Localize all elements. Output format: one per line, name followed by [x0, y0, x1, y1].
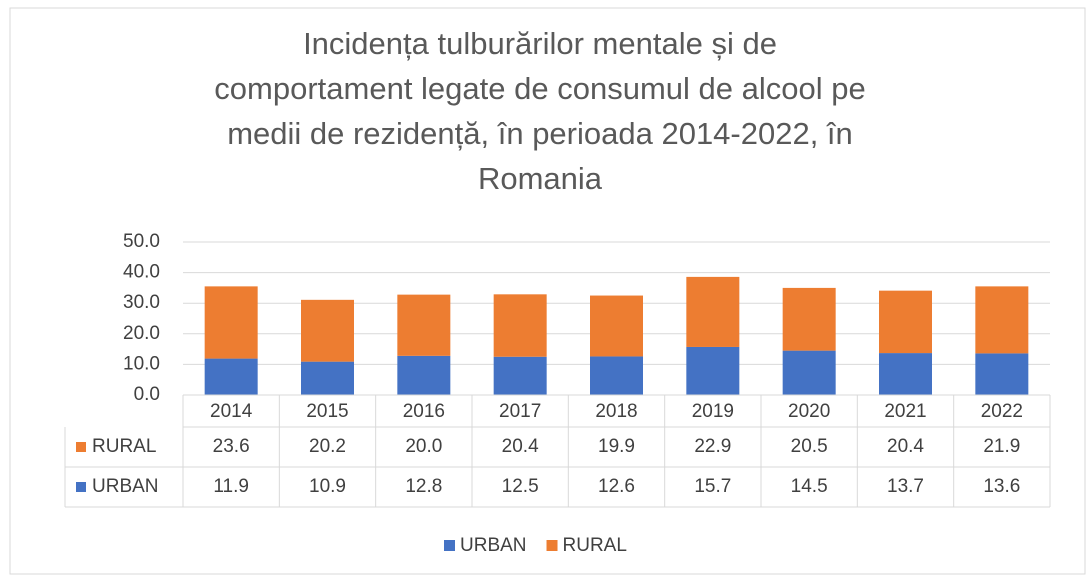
bar-segment: [493, 356, 547, 395]
legend-key: [444, 540, 455, 551]
table-value: 23.6: [213, 436, 250, 457]
y-tick-label: 40.0: [123, 262, 160, 283]
x-tick-label: 2018: [595, 401, 637, 422]
table-value: 14.5: [791, 476, 828, 497]
table-value: 22.9: [694, 436, 731, 457]
table-legend-key: [76, 482, 86, 492]
legend-label: URBAN: [460, 535, 527, 556]
table-value: 21.9: [983, 436, 1020, 457]
table-value: 15.7: [694, 476, 731, 497]
table-value: 12.6: [598, 476, 635, 497]
bar-segment: [590, 356, 643, 395]
bar-segment: [301, 361, 354, 395]
x-tick-label: 2021: [884, 401, 926, 422]
bar-segment: [879, 353, 932, 395]
legend-key: [546, 540, 558, 551]
bar-segment: [397, 355, 451, 395]
bar-segment: [301, 299, 354, 362]
table-value: 20.2: [309, 436, 346, 457]
chart-title: Romania: [478, 161, 603, 196]
table-value: 19.9: [598, 436, 635, 457]
bar-segment: [204, 286, 258, 359]
table-value: 12.8: [405, 476, 442, 497]
x-tick-label: 2015: [306, 401, 348, 422]
bar-segment: [493, 294, 547, 357]
table-value: 20.4: [502, 436, 539, 457]
table-row-label: RURAL: [92, 436, 156, 457]
table-value: 20.0: [405, 436, 442, 457]
bar-segment: [879, 290, 932, 354]
y-tick-label: 0.0: [134, 384, 160, 405]
bar-segment: [686, 276, 740, 347]
bar-segment: [975, 353, 1029, 395]
legend-label: RURAL: [563, 535, 627, 556]
bar-segment: [397, 294, 451, 356]
x-tick-label: 2017: [499, 401, 541, 422]
y-tick-label: 20.0: [123, 323, 160, 344]
bar-segment: [204, 358, 258, 395]
bar-segment: [975, 286, 1029, 354]
x-tick-label: 2019: [692, 401, 734, 422]
x-tick-label: 2022: [981, 401, 1023, 422]
y-tick-label: 50.0: [123, 231, 160, 252]
table-value: 13.7: [887, 476, 924, 497]
y-tick-label: 30.0: [123, 292, 160, 313]
table-value: 20.4: [887, 436, 924, 457]
chart-title: Incidența tulburărilor mentale și de: [303, 26, 777, 61]
y-tick-label: 10.0: [123, 353, 160, 374]
table-value: 13.6: [983, 476, 1020, 497]
bar-segment: [782, 350, 836, 395]
chart-title: comportament legate de consumul de alcoo…: [214, 71, 865, 106]
chart-title: medii de rezidență, în perioada 2014-202…: [227, 116, 853, 151]
x-tick-label: 2016: [403, 401, 445, 422]
table-legend-key: [76, 442, 86, 452]
bar-segment: [590, 295, 643, 357]
table-value: 20.5: [791, 436, 828, 457]
bar-segment: [782, 287, 836, 351]
x-tick-label: 2020: [788, 401, 830, 422]
table-value: 10.9: [309, 476, 346, 497]
table-value: 11.9: [213, 476, 249, 497]
x-tick-label: 2014: [210, 401, 253, 422]
table-value: 12.5: [502, 476, 539, 497]
bar-segment: [686, 346, 740, 395]
table-row-label: URBAN: [92, 476, 159, 497]
